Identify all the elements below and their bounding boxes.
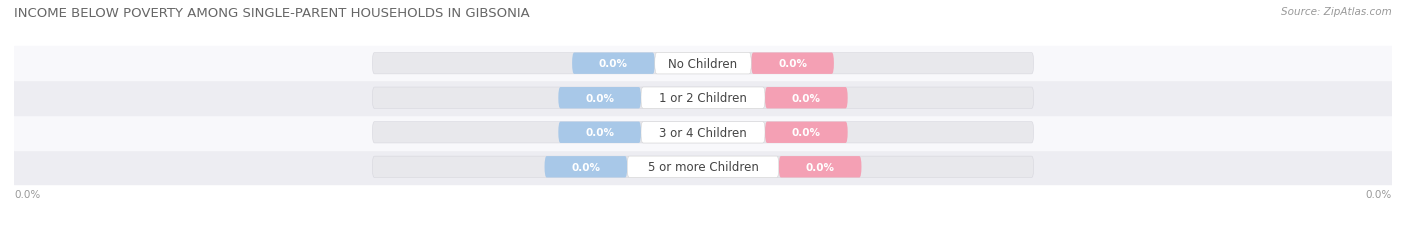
FancyBboxPatch shape — [373, 53, 1033, 75]
Bar — [14, 47, 1392, 81]
FancyBboxPatch shape — [655, 53, 751, 75]
FancyBboxPatch shape — [641, 122, 765, 143]
Text: 1 or 2 Children: 1 or 2 Children — [659, 92, 747, 105]
Text: 0.0%: 0.0% — [14, 189, 41, 199]
Bar — [14, 116, 1392, 150]
FancyBboxPatch shape — [572, 53, 655, 75]
Text: 0.0%: 0.0% — [792, 93, 821, 103]
Text: 0.0%: 0.0% — [806, 162, 835, 172]
Text: Source: ZipAtlas.com: Source: ZipAtlas.com — [1281, 7, 1392, 17]
FancyBboxPatch shape — [765, 122, 848, 143]
Text: No Children: No Children — [668, 58, 738, 70]
FancyBboxPatch shape — [641, 88, 765, 109]
Text: 0.0%: 0.0% — [1365, 189, 1392, 199]
Text: 0.0%: 0.0% — [585, 128, 614, 138]
FancyBboxPatch shape — [558, 122, 641, 143]
Text: 5 or more Children: 5 or more Children — [648, 161, 758, 173]
FancyBboxPatch shape — [751, 53, 834, 75]
Text: 0.0%: 0.0% — [571, 162, 600, 172]
Text: 0.0%: 0.0% — [792, 128, 821, 138]
FancyBboxPatch shape — [779, 156, 862, 178]
Text: INCOME BELOW POVERTY AMONG SINGLE-PARENT HOUSEHOLDS IN GIBSONIA: INCOME BELOW POVERTY AMONG SINGLE-PARENT… — [14, 7, 530, 20]
Text: 0.0%: 0.0% — [778, 59, 807, 69]
Text: 0.0%: 0.0% — [585, 93, 614, 103]
FancyBboxPatch shape — [373, 88, 1033, 109]
FancyBboxPatch shape — [627, 156, 779, 178]
Bar — [14, 150, 1392, 184]
FancyBboxPatch shape — [373, 156, 1033, 178]
Text: 3 or 4 Children: 3 or 4 Children — [659, 126, 747, 139]
FancyBboxPatch shape — [373, 122, 1033, 143]
Text: 0.0%: 0.0% — [599, 59, 628, 69]
FancyBboxPatch shape — [544, 156, 627, 178]
Bar — [14, 81, 1392, 116]
FancyBboxPatch shape — [558, 88, 641, 109]
FancyBboxPatch shape — [765, 88, 848, 109]
